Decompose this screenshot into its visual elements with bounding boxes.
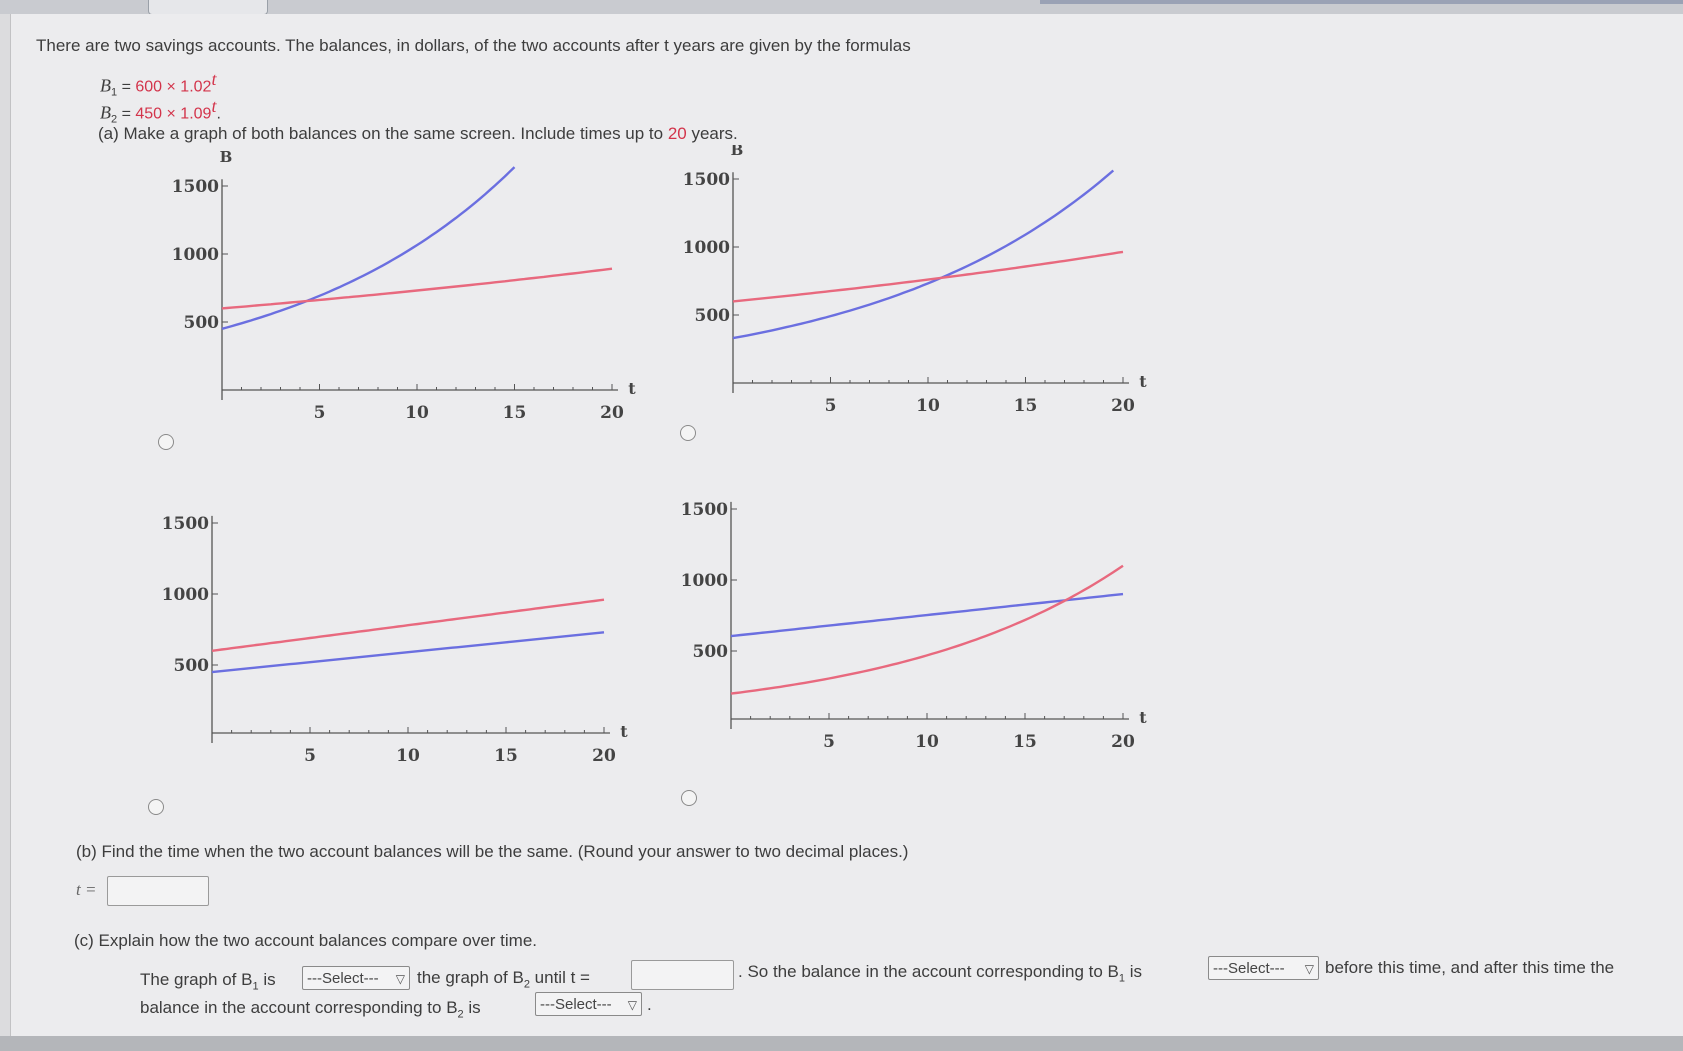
formula-b2: B2 = 450 × 1.09t.	[100, 96, 221, 126]
y-tick-label: 500	[174, 656, 210, 676]
series-line-2	[221, 267, 613, 310]
x-tick-label: 10	[405, 403, 429, 423]
formula-b1: B1 = 600 × 1.02t	[100, 69, 217, 99]
x-tick-label: 5	[314, 403, 326, 423]
part-c-text-2: the graph of B2 until t =	[417, 968, 590, 991]
intro-text: There are two savings accounts. The bala…	[36, 36, 911, 55]
x-tick-label: 15	[1013, 732, 1037, 752]
y-tick-label: 500	[693, 642, 729, 662]
x-tick-label: 15	[1014, 396, 1038, 416]
select-b1-before[interactable]: ---Select--- ▽	[1208, 956, 1319, 980]
x-tick-label: 5	[823, 732, 835, 752]
x-tick-label: 10	[916, 396, 940, 416]
x-axis-label: t	[628, 379, 636, 398]
top-tab[interactable]	[148, 0, 268, 15]
graph-option-1: 1500 1000 500 5 10 15 20 Bt	[172, 150, 637, 423]
radio-graph-4[interactable]	[681, 790, 697, 806]
series-line-1	[732, 169, 1115, 340]
radio-graph-3[interactable]	[148, 799, 164, 815]
x-tick-label: 15	[494, 746, 518, 766]
y-tick-label: 1000	[162, 585, 209, 605]
y-tick-label: 1500	[172, 177, 219, 197]
y-tick-label: 1000	[683, 238, 730, 258]
t-until-input[interactable]	[631, 960, 734, 990]
y-tick-label: 500	[695, 306, 731, 326]
y-tick-label: 1000	[681, 571, 728, 591]
series-line-2	[730, 564, 1124, 695]
question-panel	[10, 14, 1683, 1036]
t-answer-input[interactable]	[107, 876, 209, 906]
series-line-2	[211, 631, 605, 674]
x-tick-label: 5	[304, 746, 316, 766]
y-tick-label: 500	[184, 313, 220, 333]
part-c-text-1: The graph of B1 is	[140, 970, 276, 993]
top-accent-bar	[1040, 0, 1683, 4]
series-line-1	[730, 592, 1124, 638]
graph-option-2: 1500 1000 500 5 10 15 20 Bt	[683, 145, 1148, 416]
x-tick-label: 5	[825, 396, 837, 416]
x-axis-label: t	[1139, 708, 1147, 727]
y-tick-label: 1500	[683, 170, 730, 190]
series-line-2	[732, 250, 1124, 303]
x-tick-label: 20	[600, 403, 624, 423]
part-c-text-4: before this time, and after this time th…	[1325, 958, 1615, 977]
series-line-1	[221, 166, 516, 330]
select-b2-after[interactable]: ---Select--- ▽	[535, 992, 642, 1016]
x-tick-label: 15	[503, 403, 527, 423]
part-c-text-5: balance in the account corresponding to …	[140, 998, 481, 1021]
y-tick-label: 1500	[162, 514, 209, 534]
x-tick-label: 10	[396, 746, 420, 766]
y-tick-label: 1500	[681, 500, 728, 520]
x-tick-label: 20	[1111, 732, 1135, 752]
part-c-heading: (c) Explain how the two account balances…	[74, 931, 538, 950]
part-b-prompt: (b) Find the time when the two account b…	[76, 842, 909, 861]
select-graph-compare[interactable]: ---Select--- ▽	[302, 966, 410, 990]
part-c-end: .	[647, 995, 652, 1014]
x-tick-label: 20	[1111, 396, 1135, 416]
x-tick-label: 20	[592, 746, 616, 766]
y-axis-label: B	[220, 150, 233, 166]
x-axis-label: t	[620, 722, 628, 741]
bottom-strip	[0, 1036, 1683, 1051]
series-line-1	[211, 598, 605, 652]
y-tick-label: 1000	[172, 245, 219, 265]
part-c-text-3: . So the balance in the account correspo…	[738, 962, 1142, 985]
y-axis-label: B	[731, 145, 744, 159]
radio-graph-1[interactable]	[158, 434, 174, 450]
x-axis-label: t	[1139, 372, 1147, 391]
t-label: t =	[76, 880, 97, 899]
radio-graph-2[interactable]	[680, 425, 696, 441]
x-tick-label: 10	[915, 732, 939, 752]
part-a-prompt: (a) Make a graph of both balances on the…	[98, 124, 738, 143]
